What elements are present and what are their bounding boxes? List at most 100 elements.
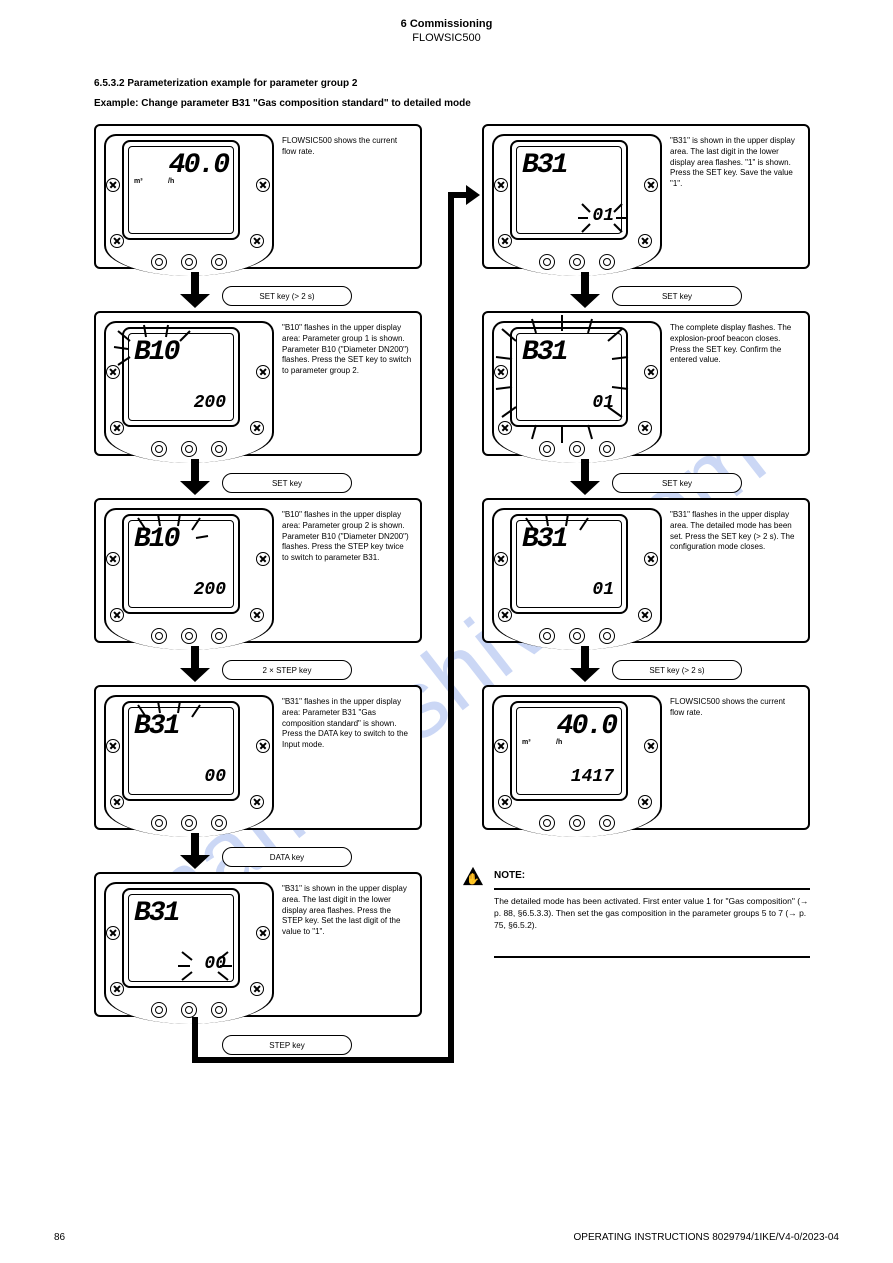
action-label: STEP key: [222, 1035, 352, 1055]
arrow-down-icon: [570, 459, 600, 495]
device-button[interactable]: [211, 815, 227, 831]
lcd-screen: B10 200: [122, 327, 240, 427]
step-description: The complete display flashes. The explos…: [670, 323, 800, 366]
document-code: OPERATING INSTRUCTIONS 8029794/1IKE/V4-0…: [574, 1232, 839, 1243]
step-description: "B31" flashes in the upper display area:…: [282, 697, 412, 751]
lcd-primary-value: B31: [522, 150, 566, 181]
screw-icon: [106, 926, 120, 940]
screw-icon: [644, 552, 658, 566]
unit-m3: m³: [134, 178, 143, 185]
device-button[interactable]: [569, 815, 585, 831]
device-display: B31 00: [104, 695, 274, 837]
device-button[interactable]: [151, 441, 167, 457]
screw-icon: [110, 234, 124, 248]
device-button[interactable]: [599, 254, 615, 270]
device-button[interactable]: [539, 441, 555, 457]
device-button[interactable]: [211, 628, 227, 644]
flash-burst-icon: [576, 198, 636, 238]
action-label: SET key (> 2 s): [222, 286, 352, 306]
lcd-screen: B31 00: [122, 701, 240, 801]
flash-burst-icon: [110, 323, 210, 373]
device-button[interactable]: [151, 628, 167, 644]
screw-icon: [110, 421, 124, 435]
device-button[interactable]: [599, 441, 615, 457]
arrow-right-icon: [466, 185, 480, 205]
device-button[interactable]: [151, 254, 167, 270]
screw-icon: [498, 608, 512, 622]
device-display: B10 200: [104, 321, 274, 463]
screw-icon: [250, 608, 264, 622]
step-description: "B31" flashes in the upper display area.…: [670, 510, 800, 553]
device-display: B31 00: [104, 882, 274, 1024]
screw-icon: [638, 795, 652, 809]
screw-icon: [644, 178, 658, 192]
page-number: 86: [54, 1232, 65, 1243]
device-button[interactable]: [539, 815, 555, 831]
lcd-screen: m³ /h 40.0: [122, 140, 240, 240]
flash-burst-icon: [512, 514, 612, 564]
step-panel: B31 01 "B31" flashes in the upper displa…: [482, 498, 810, 643]
step-panel: B31 00 "B31" flashes in the upper displa…: [94, 685, 422, 830]
screw-icon: [638, 608, 652, 622]
device-button[interactable]: [211, 1002, 227, 1018]
flash-burst-icon: [124, 514, 224, 564]
screw-icon: [498, 795, 512, 809]
note-divider: [494, 956, 810, 958]
device-button[interactable]: [569, 628, 585, 644]
step-panel: B10 200 "B10" flashes in the upper displ…: [94, 311, 422, 456]
step-description: "B10" flashes in the upper display area:…: [282, 510, 412, 564]
unit-m3: m³: [522, 739, 531, 746]
device-display: m³ /h 40.0: [104, 134, 274, 276]
flow-connector: [192, 1057, 454, 1063]
device-button[interactable]: [181, 628, 197, 644]
arrow-down-icon: [570, 272, 600, 308]
screw-icon: [106, 552, 120, 566]
arrow-down-icon: [180, 459, 210, 495]
step-description: FLOWSIC500 shows the current flow rate.: [282, 136, 412, 158]
screw-icon: [494, 178, 508, 192]
action-label: SET key: [222, 473, 352, 493]
lcd-screen: m³ /h 40.0 1417: [510, 701, 628, 801]
flash-burst-icon: [124, 701, 224, 751]
step-panel: m³ /h 40.0 FLOWSIC500 shows the current …: [94, 124, 422, 269]
step-description: "B31" is shown in the upper display area…: [670, 136, 800, 190]
device-button[interactable]: [211, 441, 227, 457]
lcd-secondary-value: 00: [204, 767, 226, 787]
arrow-down-icon: [180, 833, 210, 869]
screw-icon: [256, 178, 270, 192]
device-button[interactable]: [181, 815, 197, 831]
device-button[interactable]: [181, 1002, 197, 1018]
header-title: 6 Commissioning: [0, 18, 893, 30]
device-button[interactable]: [211, 254, 227, 270]
device-button[interactable]: [599, 815, 615, 831]
action-label: SET key: [612, 286, 742, 306]
device-button[interactable]: [151, 815, 167, 831]
device-button[interactable]: [599, 628, 615, 644]
device-button[interactable]: [181, 254, 197, 270]
lcd-primary-value: 40.0: [169, 150, 228, 181]
lcd-screen: B10 200: [122, 514, 240, 614]
device-button[interactable]: [539, 254, 555, 270]
svg-text:✋: ✋: [466, 872, 480, 885]
step-panel: B10 200 "B10" flashes in the upper displ…: [94, 498, 422, 643]
flash-burst-icon: [492, 315, 652, 443]
arrow-down-icon: [570, 646, 600, 682]
step-description: "B10" flashes in the upper display area:…: [282, 323, 412, 377]
step-panel: B31 01 "B31" is shown in the upper displ…: [482, 124, 810, 269]
device-button[interactable]: [569, 254, 585, 270]
screw-icon: [256, 739, 270, 753]
step-panel: B31 00 "B31" is shown in the upper displ…: [94, 872, 422, 1017]
screw-icon: [256, 926, 270, 940]
step-description: FLOWSIC500 shows the current flow rate.: [670, 697, 800, 719]
device-button[interactable]: [181, 441, 197, 457]
device-button[interactable]: [151, 1002, 167, 1018]
device-button[interactable]: [539, 628, 555, 644]
step-panel: m³ /h 40.0 1417 FLOWSIC500 shows the cur…: [482, 685, 810, 830]
device-button[interactable]: [569, 441, 585, 457]
lcd-secondary-value: 1417: [571, 767, 614, 787]
header-subtitle: FLOWSIC500: [0, 32, 893, 44]
example-heading: Example: Change parameter B31 "Gas compo…: [94, 98, 471, 109]
section-heading: 6.5.3.2 Parameterization example for par…: [94, 78, 357, 89]
screw-icon: [110, 795, 124, 809]
screw-icon: [498, 234, 512, 248]
